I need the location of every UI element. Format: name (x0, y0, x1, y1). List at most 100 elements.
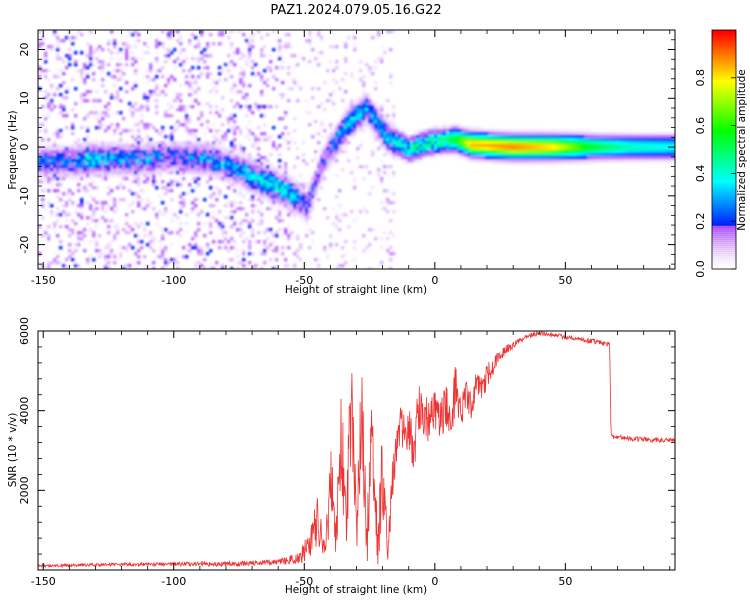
heatmap-cell (56, 189, 60, 193)
heatmap-cell (158, 144, 162, 148)
heatmap-cell (476, 144, 480, 148)
heatmap-cell (155, 216, 159, 220)
heatmap-cell (452, 126, 456, 130)
heatmap-cell (572, 159, 576, 163)
x-tick-label: -150 (31, 575, 56, 588)
heatmap-cell (410, 162, 414, 166)
heatmap-cell (95, 147, 99, 151)
heatmap-cell (371, 153, 375, 157)
heatmap-cell (101, 147, 105, 151)
heatmap-cell (113, 261, 117, 265)
heatmap-cell (113, 210, 117, 214)
heatmap-cell (230, 30, 234, 34)
heatmap-cell (77, 162, 81, 166)
heatmap-cell (290, 54, 294, 58)
heatmap-cell (230, 150, 234, 154)
heatmap-cell (170, 75, 174, 79)
heatmap-cell (245, 99, 249, 103)
heatmap-cell (461, 129, 465, 133)
heatmap-cell (134, 156, 138, 160)
heatmap-cell (83, 228, 87, 232)
heatmap-cell (617, 153, 621, 157)
heatmap-cell (101, 204, 105, 208)
heatmap-cell (542, 153, 546, 157)
heatmap-cell (152, 156, 156, 160)
heatmap-cell (566, 153, 570, 157)
heatmap-cell (215, 138, 219, 142)
heatmap-cell (536, 156, 540, 160)
heatmap-cell (188, 150, 192, 154)
heatmap-cell (92, 153, 96, 157)
heatmap-cell (71, 156, 75, 160)
heatmap-cell (653, 156, 657, 160)
heatmap-cell (467, 132, 471, 136)
heatmap-cell (227, 258, 231, 262)
heatmap-cell (89, 156, 93, 160)
heatmap-cell (449, 141, 453, 145)
heatmap-cell (53, 231, 57, 235)
heatmap-cell (458, 132, 462, 136)
heatmap-cell (323, 153, 327, 157)
heatmap-cell (89, 30, 93, 34)
heatmap-cell (311, 180, 315, 184)
heatmap-cell (218, 144, 222, 148)
heatmap-cell (299, 216, 303, 220)
heatmap-cell (302, 195, 306, 199)
heatmap-cell (125, 162, 129, 166)
heatmap-cell (506, 144, 510, 148)
heatmap-cell (431, 141, 435, 145)
heatmap-cell (242, 69, 246, 73)
heatmap-cell (461, 144, 465, 148)
heatmap-cell (434, 126, 438, 130)
colorbar-swatch (712, 93, 736, 97)
heatmap-cell (194, 153, 198, 157)
heatmap-cell (176, 108, 180, 112)
heatmap-cell (86, 156, 90, 160)
heatmap-cell (179, 108, 183, 112)
heatmap-cell (467, 156, 471, 160)
heatmap-cell (257, 105, 261, 109)
heatmap-cell (134, 153, 138, 157)
heatmap-cell (230, 174, 234, 178)
heatmap-cell (233, 201, 237, 205)
heatmap-cell (206, 42, 210, 46)
heatmap-cell (119, 141, 123, 145)
heatmap-cell (377, 123, 381, 127)
heatmap-cell (251, 60, 255, 64)
heatmap-cell (650, 141, 654, 145)
heatmap-cell (482, 135, 486, 139)
heatmap-cell (257, 162, 261, 166)
heatmap-cell (77, 171, 81, 175)
heatmap-cell (143, 105, 147, 109)
heatmap-cell (311, 240, 315, 244)
heatmap-cell (122, 42, 126, 46)
heatmap-cell (101, 252, 105, 256)
heatmap-cell (482, 129, 486, 133)
heatmap-cell (176, 150, 180, 154)
heatmap-cell (317, 165, 321, 169)
heatmap-cell (62, 60, 66, 64)
heatmap-cell (77, 189, 81, 193)
heatmap-cell (287, 72, 291, 76)
heatmap-cell (92, 51, 96, 55)
heatmap-cell (440, 129, 444, 133)
heatmap-cell (650, 156, 654, 160)
heatmap-cell (422, 144, 426, 148)
heatmap-cell (401, 138, 405, 142)
heatmap-cell (86, 261, 90, 265)
heatmap-cell (131, 156, 135, 160)
heatmap-cell (161, 249, 165, 253)
heatmap-cell (317, 30, 321, 34)
heatmap-cell (428, 150, 432, 154)
heatmap-cell (197, 177, 201, 181)
heatmap-cell (236, 159, 240, 163)
heatmap-cell (410, 141, 414, 145)
heatmap-cell (125, 57, 129, 61)
heatmap-cell (248, 138, 252, 142)
heatmap-cell (50, 102, 54, 106)
heatmap-cell (206, 180, 210, 184)
heatmap-cell (50, 156, 54, 160)
heatmap-cell (143, 93, 147, 97)
heatmap-cell (479, 141, 483, 145)
heatmap-cell (245, 153, 249, 157)
